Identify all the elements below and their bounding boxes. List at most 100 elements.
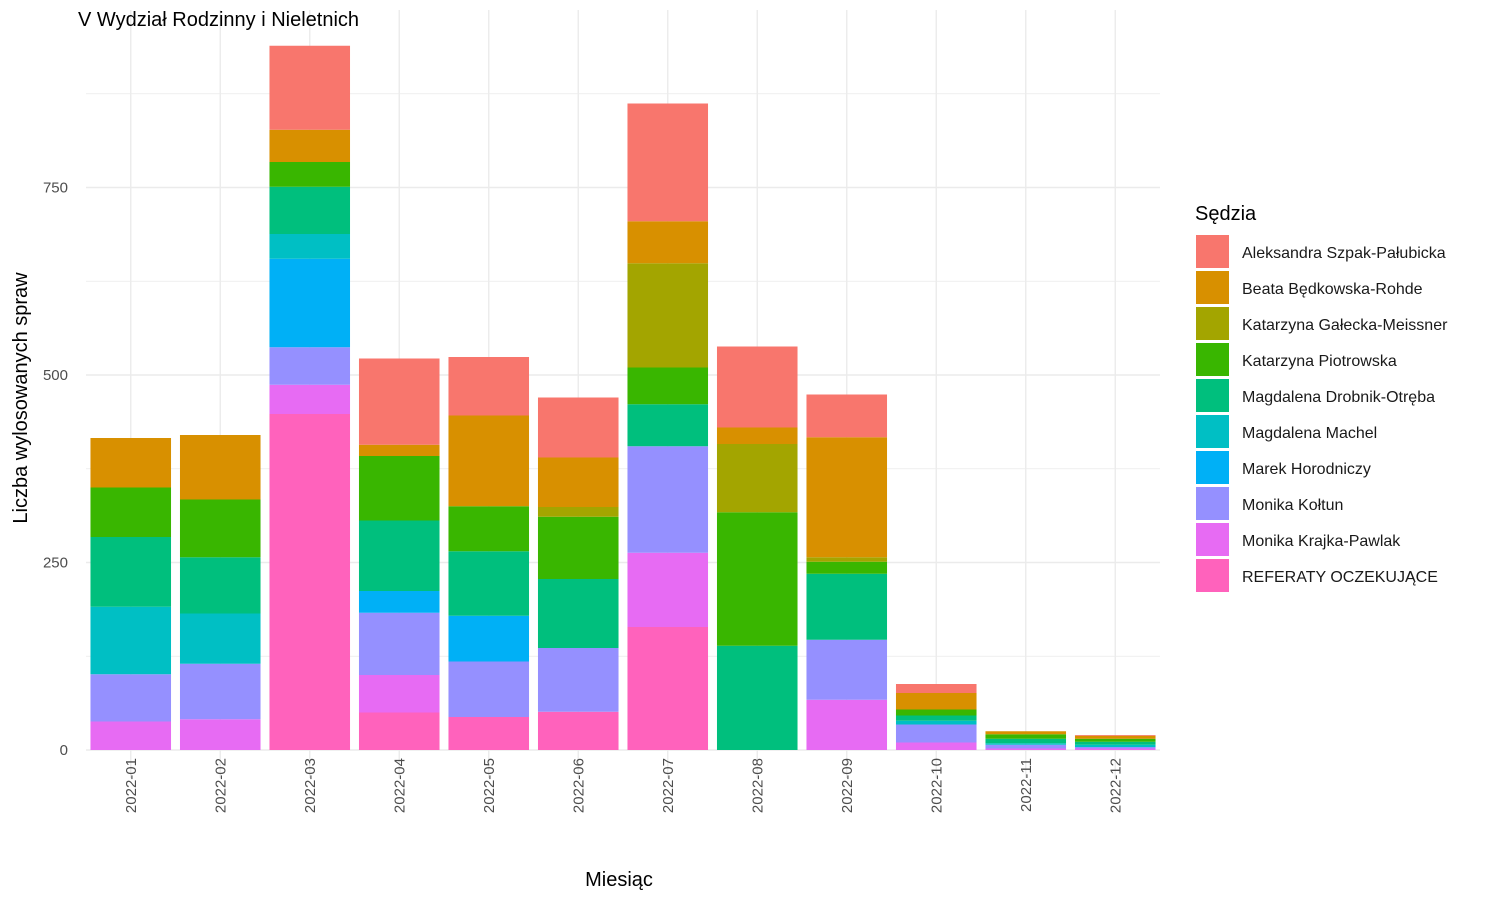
legend-title: Sędzia — [1195, 203, 1257, 225]
bar-segment — [985, 731, 1067, 735]
bar-segment — [358, 520, 440, 591]
x-tick-label: 2022-08 — [749, 758, 766, 813]
legend-swatch — [1196, 343, 1229, 376]
bar-segment — [806, 557, 888, 562]
bar-segment — [269, 162, 351, 187]
x-tick-label: 2022-06 — [570, 758, 587, 813]
bars — [90, 45, 1156, 750]
x-tick-label: 2022-04 — [391, 758, 408, 813]
bar-segment — [358, 591, 440, 613]
bar-segment — [448, 615, 530, 662]
bar-segment — [90, 606, 172, 675]
legend: Aleksandra Szpak-Pałubicka Beata Będkowsk… — [1196, 235, 1448, 592]
legend-label: Aleksandra Szpak-Pałubicka — [1242, 245, 1446, 262]
bar-segment — [806, 639, 888, 700]
bar-segment — [1074, 741, 1156, 745]
legend-swatch — [1196, 379, 1229, 412]
bar-segment — [537, 648, 619, 712]
x-tick-label: 2022-12 — [1107, 758, 1124, 813]
bar-segment — [179, 719, 261, 750]
x-tick-label: 2022-07 — [660, 758, 677, 813]
y-tick-label: 250 — [43, 555, 68, 572]
bar-segment — [448, 415, 530, 507]
y-tick-label: 500 — [43, 367, 68, 384]
bar-segment — [806, 561, 888, 574]
legend-swatch — [1196, 451, 1229, 484]
bar-segment — [806, 394, 888, 438]
bar-segment — [358, 444, 440, 456]
bar-segment — [716, 512, 798, 646]
bar-segment — [269, 234, 351, 259]
bar-segment — [537, 397, 619, 458]
bar-segment — [1074, 735, 1156, 739]
bar-segment — [895, 720, 977, 725]
bar-segment — [537, 579, 619, 648]
bar-segment — [90, 438, 172, 488]
x-tick-label: 2022-10 — [928, 758, 945, 813]
x-tick-label: 2022-03 — [302, 758, 319, 813]
bar-segment — [90, 487, 172, 537]
bar-segment — [895, 742, 977, 750]
bar-segment — [627, 446, 709, 553]
bar-segment — [716, 645, 798, 750]
bar-segment — [985, 744, 1067, 749]
legend-label: Beata Będkowska-Rohde — [1242, 281, 1423, 298]
bar-segment — [448, 506, 530, 552]
bar-segment — [90, 537, 172, 607]
x-tick-label: 2022-11 — [1018, 758, 1035, 812]
legend-swatch — [1196, 487, 1229, 520]
y-tick-label: 750 — [43, 180, 68, 197]
bar-segment — [895, 709, 977, 716]
bar-segment — [985, 748, 1067, 750]
bar-segment — [90, 674, 172, 722]
legend-label: Monika Kołtun — [1242, 497, 1343, 514]
chart-title: V Wydział Rodzinny i Nieletnich — [78, 9, 359, 31]
bar-segment — [537, 507, 619, 517]
bar-segment — [537, 711, 619, 750]
bar-segment — [716, 427, 798, 444]
bar-segment — [895, 684, 977, 693]
bar-segment — [627, 552, 709, 627]
legend-swatch — [1196, 559, 1229, 592]
x-axis-title: Miesiąc — [585, 869, 653, 891]
legend-label: Monika Krajka-Pawlak — [1242, 533, 1401, 550]
y-tick-label: 0 — [60, 742, 68, 759]
bar-segment — [448, 661, 530, 717]
bar-segment — [985, 738, 1067, 744]
bar-segment — [895, 724, 977, 743]
bar-segment — [627, 627, 709, 750]
bar-segment — [716, 346, 798, 428]
bar-segment — [269, 414, 351, 750]
x-tick-label: 2022-02 — [212, 758, 229, 813]
bar-segment — [806, 437, 888, 558]
bar-segment — [985, 734, 1067, 739]
bar-segment — [358, 612, 440, 675]
bar-segment — [1074, 738, 1156, 742]
legend-label: Marek Horodniczy — [1242, 461, 1371, 478]
bar-segment — [627, 103, 709, 222]
bar-segment — [1074, 744, 1156, 747]
bar-segment — [627, 263, 709, 368]
bar-segment — [179, 435, 261, 500]
bar-segment — [985, 743, 1067, 745]
legend-swatch — [1196, 235, 1229, 268]
bar-segment — [537, 516, 619, 579]
bar-segment — [895, 693, 977, 710]
legend-label: Magdalena Drobnik-Otręba — [1242, 389, 1435, 406]
bar-segment — [179, 499, 261, 558]
bar-segment — [537, 457, 619, 507]
bar-segment — [269, 129, 351, 162]
x-tick-label: 2022-09 — [839, 758, 856, 813]
bar-segment — [448, 551, 530, 616]
bar-segment — [806, 573, 888, 640]
bar-segment — [269, 186, 351, 234]
bar-segment — [358, 712, 440, 750]
bar-segment — [358, 358, 440, 445]
bar-segment — [1074, 748, 1156, 750]
y-axis-title: Liczba wylosowanych spraw — [10, 272, 32, 524]
x-tick-label: 2022-01 — [123, 758, 140, 813]
bar-segment — [806, 699, 888, 750]
legend-label: Katarzyna Piotrowska — [1242, 353, 1397, 370]
x-axis-ticks: 2022-01 2022-02 2022-03 2022-04 2022-05 2022-… — [123, 758, 1125, 813]
